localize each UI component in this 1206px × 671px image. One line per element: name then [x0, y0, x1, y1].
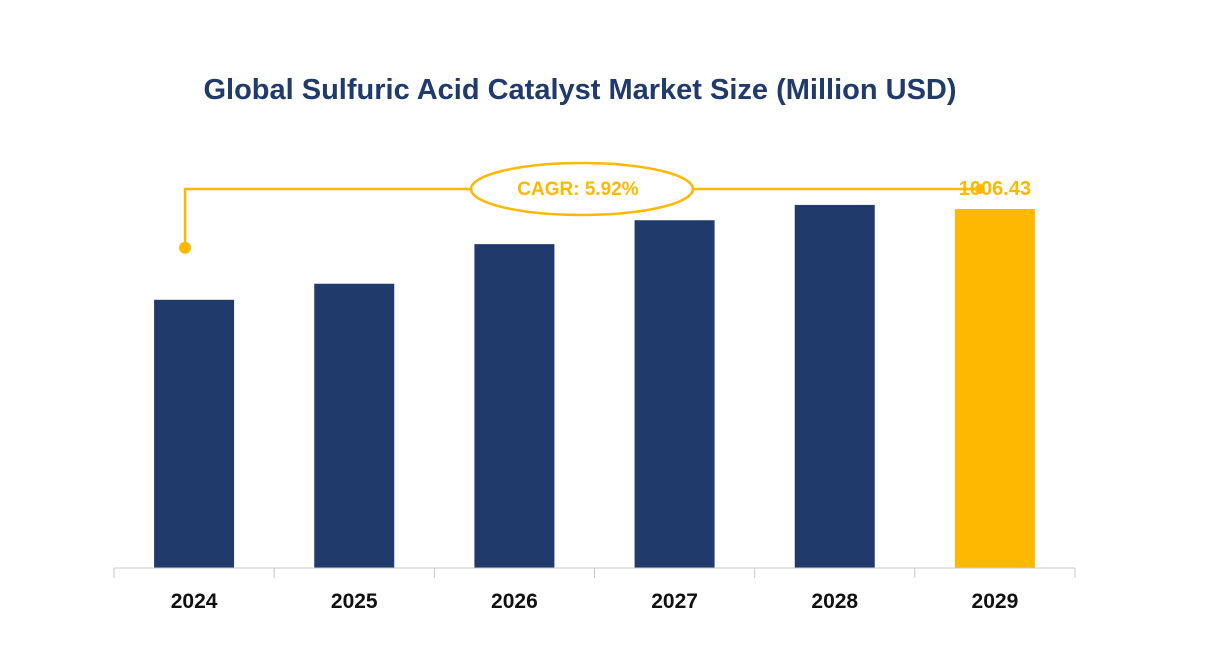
x-tick-label: 2028: [811, 590, 858, 613]
data-labels: 1006.43: [959, 178, 1031, 200]
chart-title: Global Sulfuric Acid Catalyst Market Siz…: [203, 74, 957, 106]
bar-2026: [474, 244, 555, 568]
cagr-annotation: CAGR: 5.92%: [179, 161, 985, 254]
data-label: 1006.43: [959, 178, 1031, 200]
x-axis-ticks: [113, 568, 1076, 578]
x-tick-label: 2025: [331, 590, 378, 613]
bar-series: [154, 204, 1035, 568]
cagr-start-dot: [179, 241, 192, 254]
x-tick-label: 2026: [491, 590, 538, 613]
x-tick-label: 2029: [972, 590, 1019, 613]
bar-2028: [794, 204, 875, 568]
cagr-ellipse: [469, 161, 695, 217]
bar-2027: [634, 220, 715, 568]
x-tick-label: 2027: [651, 590, 698, 613]
cagr-bracket-line: [183, 187, 980, 248]
x-tick-label: 2024: [171, 590, 218, 613]
bar-2029: [954, 209, 1035, 568]
bar-2024: [154, 299, 235, 568]
bar-2025: [314, 283, 395, 568]
x-axis-labels: 2024 2025 2026 2027 2028 2029: [171, 590, 1019, 613]
cagr-end-dot: [974, 184, 985, 194]
cagr-label: CAGR: 5.92%: [517, 179, 639, 200]
